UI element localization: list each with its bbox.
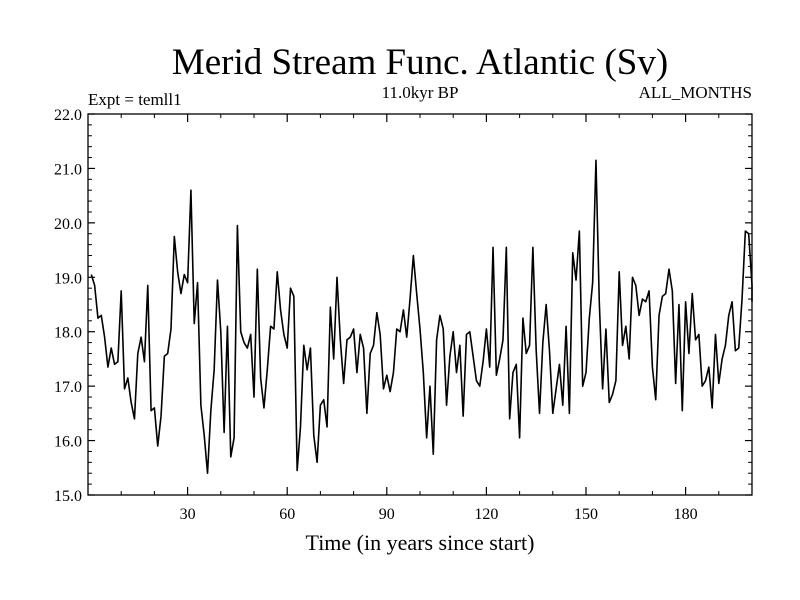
series-line: [90, 159, 753, 475]
chart-subtitle: 11.0kyr BP: [382, 83, 459, 102]
x-tick-label: 30: [180, 506, 196, 523]
y-tick-label: 16.0: [54, 434, 82, 451]
chart-title: Merid Stream Func. Atlantic (Sv): [172, 42, 668, 83]
y-axis: 15.0 16.0 17.0 18.0 19.0 20.0 21.0 22.0: [54, 107, 752, 505]
y-tick-label: 17.0: [54, 379, 82, 396]
x-axis-label: Time (in years since start): [306, 530, 535, 555]
experiment-label: Expt = temll1: [88, 90, 182, 109]
y-tick-label: 18.0: [54, 325, 82, 342]
x-tick-label: 60: [279, 506, 295, 523]
x-tick-label: 180: [674, 506, 698, 523]
x-tick-label: 150: [574, 506, 598, 523]
x-tick-label: 120: [474, 506, 498, 523]
y-tick-label: 20.0: [54, 216, 82, 233]
y-tick-label: 19.0: [54, 270, 82, 287]
months-label: ALL_MONTHS: [639, 83, 752, 102]
x-tick-label: 90: [379, 506, 395, 523]
x-axis: 30 60 90 120 150 180: [120, 114, 720, 523]
y-tick-label: 21.0: [54, 161, 82, 178]
y-tick-label: 15.0: [54, 488, 82, 505]
plot-frame: [87, 113, 753, 496]
y-tick-label: 22.0: [54, 107, 82, 124]
